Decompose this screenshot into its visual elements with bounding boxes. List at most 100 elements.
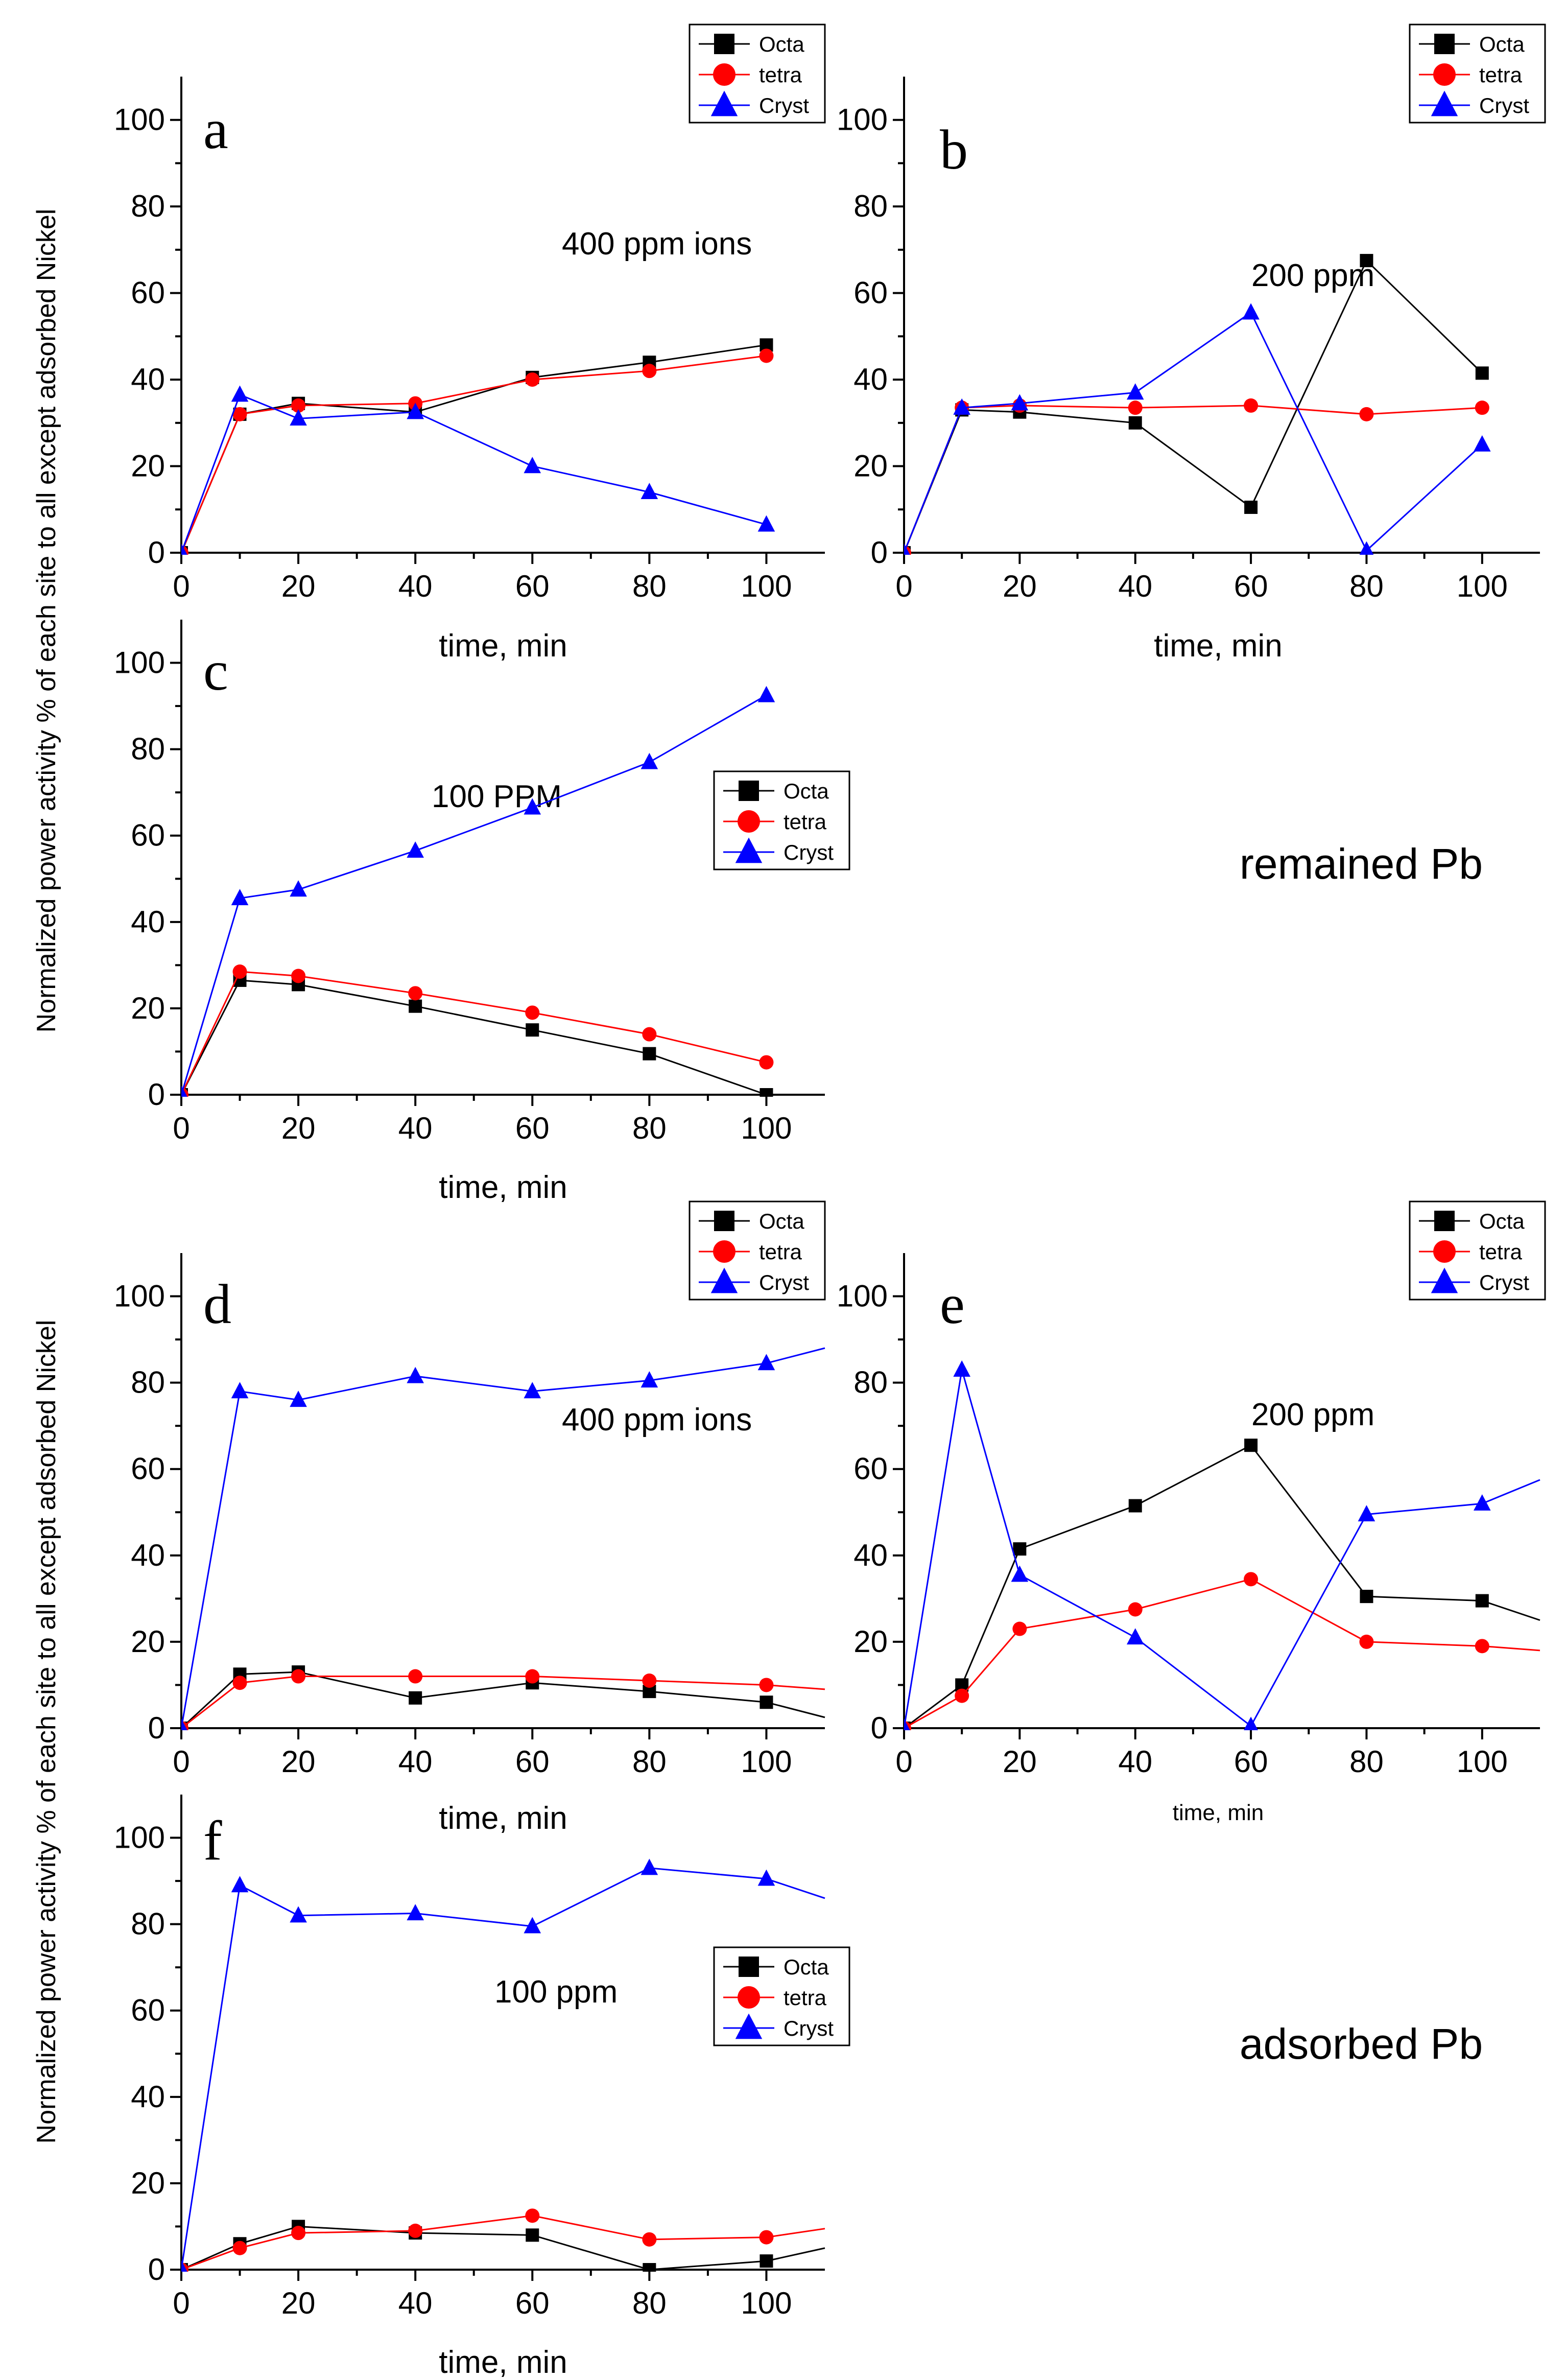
data-point-tetra bbox=[1244, 398, 1259, 413]
data-point-cryst bbox=[1474, 435, 1491, 452]
data-point-cryst bbox=[640, 752, 658, 769]
legend-label-tetra: tetra bbox=[759, 1240, 802, 1264]
panel-f: 0 20 40 60 80 100 0 20 40 60 80 100 time, min f 100 pp… bbox=[114, 1795, 850, 2380]
data-point-cryst bbox=[290, 880, 307, 897]
y-tick-label: 40 bbox=[131, 2080, 165, 2114]
data-point-cryst bbox=[640, 1371, 658, 1388]
data-point-octa bbox=[760, 1088, 773, 1097]
legend-label-cryst: Cryst bbox=[1479, 1270, 1529, 1294]
y-tick-label: 40 bbox=[131, 905, 165, 939]
legend: Octa tetra Cryst bbox=[1409, 23, 1546, 124]
data-point-tetra bbox=[955, 1688, 969, 1703]
data-point-cryst bbox=[953, 1360, 970, 1377]
y-tick-label: 80 bbox=[853, 1365, 888, 1400]
panel-letter: e bbox=[940, 1273, 965, 1335]
data-point-octa bbox=[526, 1023, 539, 1037]
legend-marker-tetra bbox=[1433, 1240, 1456, 1263]
x-tick-label: 80 bbox=[632, 1111, 667, 1145]
series-line-tetra bbox=[904, 1578, 1540, 1729]
legend-marker-octa bbox=[739, 781, 759, 801]
legend: Octa tetra Cryst bbox=[713, 1946, 850, 2046]
data-point-cryst bbox=[231, 385, 249, 402]
x-axis-label: time, min bbox=[439, 628, 567, 664]
data-point-cryst bbox=[640, 1858, 658, 1875]
series-cryst bbox=[181, 686, 775, 1097]
data-point-tetra bbox=[759, 1055, 774, 1070]
x-tick-label: 20 bbox=[281, 1745, 316, 1779]
legend-box bbox=[689, 23, 826, 124]
data-point-cryst bbox=[290, 1906, 307, 1923]
x-axis-label: time, min bbox=[1154, 628, 1282, 664]
panel-letter: a bbox=[203, 98, 228, 160]
y-tick-label: 60 bbox=[131, 818, 165, 853]
x-tick-label: 40 bbox=[398, 2286, 433, 2320]
legend-label-cryst: Cryst bbox=[784, 840, 834, 864]
data-point-octa bbox=[1128, 416, 1142, 430]
data-point-tetra bbox=[408, 2223, 423, 2238]
legend-box bbox=[1409, 23, 1546, 124]
legend-label-tetra: tetra bbox=[784, 810, 827, 834]
data-point-octa bbox=[1244, 1439, 1258, 1452]
y-tick-label: 20 bbox=[131, 2166, 165, 2200]
data-point-cryst bbox=[953, 398, 970, 415]
data-point-cryst bbox=[1011, 394, 1029, 411]
data-point-cryst bbox=[407, 1366, 424, 1383]
legend-marker-octa bbox=[714, 1211, 734, 1231]
legend-marker-octa bbox=[739, 1957, 759, 1977]
data-point-octa bbox=[1475, 366, 1489, 380]
data-point-octa bbox=[409, 999, 422, 1013]
y-axis-label-bottom: Normalized power activity % of each site… bbox=[32, 1320, 61, 2144]
data-point-tetra bbox=[525, 1005, 540, 1020]
x-tick-label: 60 bbox=[1234, 1745, 1268, 1779]
y-tick-label: 60 bbox=[853, 1452, 888, 1486]
data-point-cryst bbox=[1358, 1505, 1375, 1522]
panel-letter: b bbox=[940, 119, 968, 181]
legend-label-cryst: Cryst bbox=[759, 93, 809, 117]
x-tick-label: 20 bbox=[1003, 1745, 1037, 1779]
legend-marker-tetra bbox=[1433, 63, 1456, 86]
data-point-cryst bbox=[904, 1718, 910, 1730]
series-octa bbox=[904, 1439, 1540, 1730]
x-tick-label: 80 bbox=[1349, 569, 1384, 603]
data-point-octa bbox=[643, 1047, 656, 1061]
data-point-tetra bbox=[1012, 1621, 1027, 1636]
data-point-tetra bbox=[525, 372, 540, 387]
x-tick-label: 0 bbox=[173, 2286, 189, 2320]
legend-marker-cryst bbox=[735, 2013, 763, 2039]
x-tick-label: 100 bbox=[741, 1745, 792, 1779]
series-line-cryst bbox=[904, 1369, 1540, 1729]
x-tick-label: 80 bbox=[632, 2286, 667, 2320]
data-point-tetra bbox=[642, 1027, 657, 1042]
x-tick-label: 0 bbox=[173, 1745, 189, 1779]
data-point-tetra bbox=[1128, 400, 1143, 415]
y-tick-label: 100 bbox=[114, 1279, 165, 1313]
data-point-tetra bbox=[1475, 400, 1489, 415]
data-point-cryst bbox=[407, 1904, 424, 1921]
legend-marker-octa bbox=[1434, 34, 1455, 54]
data-point-tetra bbox=[291, 398, 306, 413]
data-point-octa bbox=[1128, 1499, 1142, 1513]
data-point-cryst bbox=[407, 841, 424, 858]
panel-letter: c bbox=[203, 640, 228, 702]
panels: 0 20 40 60 80 100 0 20 40 60 80 100 time, min a 400 pp… bbox=[114, 23, 1546, 2380]
data-point-cryst bbox=[904, 543, 910, 555]
data-point-cryst bbox=[524, 1382, 541, 1399]
series-line-tetra bbox=[181, 2214, 825, 2271]
y-tick-label: 20 bbox=[853, 449, 888, 483]
series-cryst bbox=[181, 385, 775, 555]
y-tick-label: 60 bbox=[131, 1452, 165, 1486]
series-line-cryst bbox=[181, 1867, 825, 2270]
x-tick-label: 0 bbox=[895, 1745, 912, 1779]
data-point-tetra bbox=[291, 1669, 306, 1684]
x-tick-label: 100 bbox=[741, 2286, 792, 2320]
series-tetra bbox=[181, 1669, 825, 1730]
y-tick-label: 80 bbox=[131, 1907, 165, 1941]
legend-box bbox=[713, 1946, 850, 2046]
legend-marker-tetra bbox=[738, 1986, 760, 2009]
data-point-cryst bbox=[181, 543, 187, 555]
x-tick-label: 60 bbox=[515, 1111, 550, 1145]
y-tick-label: 20 bbox=[131, 1624, 165, 1659]
x-tick-label: 60 bbox=[515, 569, 550, 603]
y-tick-label: 100 bbox=[837, 1279, 888, 1313]
group-label-remained: remained Pb bbox=[1240, 840, 1483, 888]
